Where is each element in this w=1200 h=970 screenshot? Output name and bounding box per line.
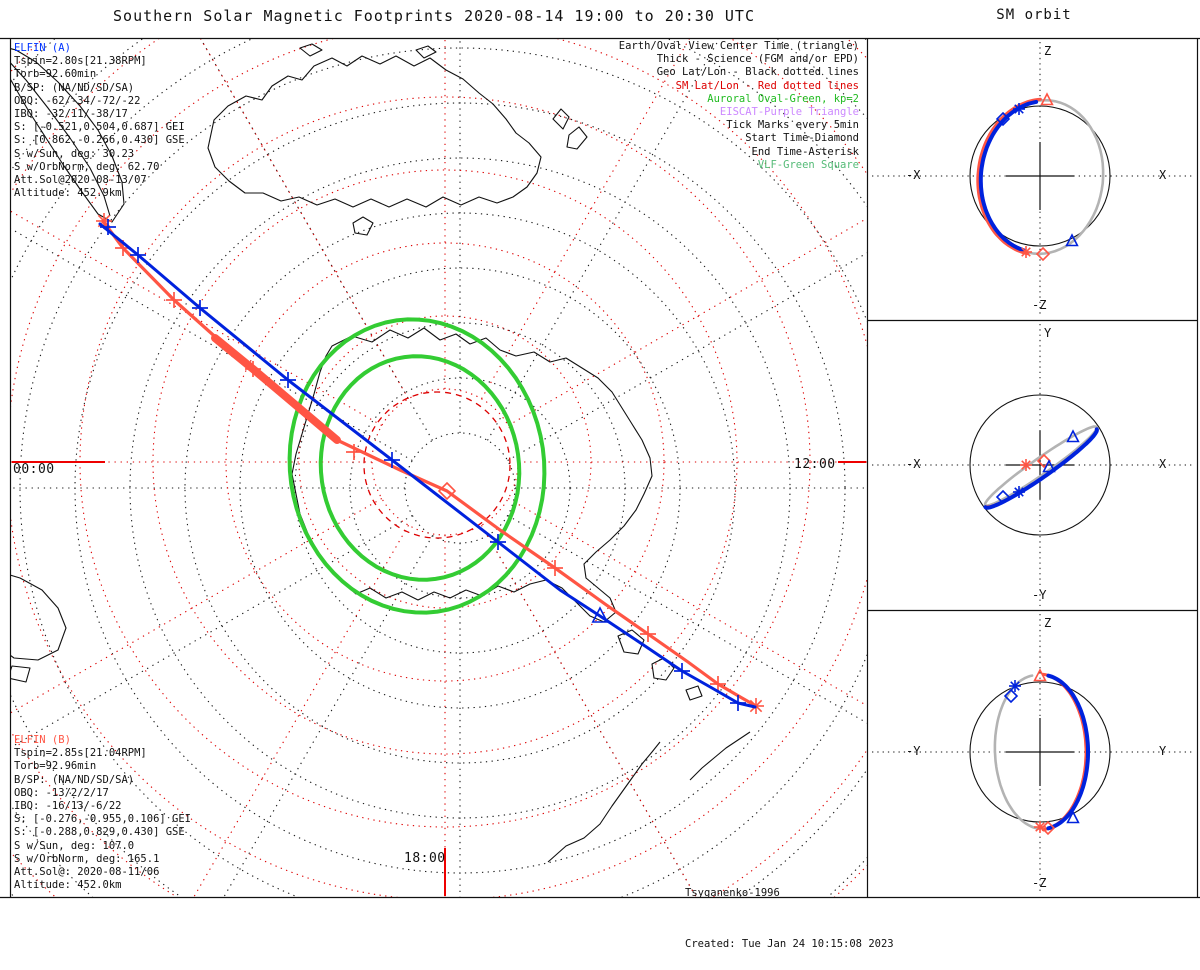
sm-time-label-1200: 12:00 [794, 457, 836, 472]
axis-label-bottom-1: -Y [1032, 588, 1047, 602]
elfin-a-info-line: ELFIN (A) [14, 42, 71, 54]
elfin-b-info-block: ELFIN (B) Tspin=2.85s[21.04RPM] Torb=92.96… [14, 734, 191, 892]
coastlines [11, 43, 751, 863]
elfin-b-info-line: S w/OrbNorm, deg: 165.1 [14, 852, 160, 865]
elfin-a-info-line: Altitude: 452.9km [14, 187, 122, 200]
axis-label-bottom-2: -Z [1032, 876, 1047, 890]
axis-label-top-0: Z [1044, 44, 1052, 58]
legend-line: Earth/Oval View Center Time (triangle) [618, 40, 859, 52]
screenshot-root: { "title": "Southern Solar Magnetic Foot… [0, 7, 1200, 950]
legend-line: Tick Marks every 5min [726, 119, 859, 132]
elfin-b-info-line: S: [-0.288,0.829,0.430] GSE [14, 826, 185, 839]
orbit-panel-x-z [872, 42, 1193, 316]
elfin-a-info-line: Tspin=2.80s[21.38RPM] [14, 55, 147, 68]
elfin-a-info-line: S w/OrbNorm, deg: 62.70 [14, 160, 160, 173]
credits-block: Tsyganenko-1996 Created: Tue Jan 24 10:1… [685, 851, 894, 970]
legend-block: Earth/Oval View Center Time (triangle) Th… [619, 40, 859, 172]
orbit-panel-y-z [872, 614, 1193, 894]
axis-label-left-1: -X [906, 457, 921, 471]
axis-label-right-1: X [1159, 457, 1167, 471]
sm-time-label-0000: 00:00 [13, 462, 55, 477]
elfin-b-info-line: S w/Sun, deg: 107.0 [14, 839, 135, 852]
elfin-a-info-line: Att.Sol@2020-08-13/07 [14, 174, 147, 187]
axis-label-bottom-0: -Z [1032, 298, 1047, 312]
elfin-b-info-line: OBQ: -13/2/2/17 [14, 786, 109, 799]
elfin-a-info-line: IBQ: -32/11/-38/17 [14, 108, 128, 121]
orbit-panel-x-y [872, 324, 1193, 606]
elfin-b-footprint [96, 213, 764, 714]
page-title: Southern Solar Magnetic Footprints 2020-… [113, 7, 755, 25]
legend-line: SM Lat/Lon - Red dotted lines [675, 79, 859, 92]
frame-lines [0, 37, 1200, 899]
elfin-b-info-line: S: [-0.276,-0.955,0.106] GEI [14, 813, 192, 826]
elfin-b-info-line: Tspin=2.85s[21.04RPM] [14, 747, 147, 760]
created-timestamp: Created: Tue Jan 24 10:15:08 2023 [685, 938, 894, 950]
model-name: Tsyganenko-1996 [685, 887, 780, 899]
elfin-a-info-line: Torb=92.60min [14, 68, 97, 81]
elfin-a-info-line: S: [-0.521,0.504,0.687] GEI [14, 121, 185, 134]
axis-label-left-2: -Y [906, 744, 921, 758]
legend-line: Geo Lat/Lon - Black dotted lines [656, 66, 859, 79]
elfin-a-info-line: B/SP: (NA/ND/SD/SA) [14, 81, 135, 94]
axis-label-top-1: Y [1044, 326, 1052, 340]
map-layer [11, 39, 867, 897]
elfin-b-info-line: B/SP: (NA/ND/SD/SA) [14, 773, 135, 786]
legend-line: Start Time-Diamond [745, 132, 859, 145]
plot-svg [0, 37, 1200, 899]
elfin-b-info-line: ELFIN (B) [14, 734, 71, 746]
elfin-a-info-line: OBQ: -62/-34/-72/-22 [14, 94, 141, 107]
elfin-b-info-line: IBQ: -16/13/-6/22 [14, 800, 122, 813]
legend-line: Thick - Science (FGM and/or EPD) [656, 53, 859, 66]
legend-line: End Time-Asterisk [751, 145, 859, 158]
elfin-a-info-line: S: [0.862,-0.266,0.430] GSE [14, 134, 185, 147]
axis-label-right-2: Y [1159, 744, 1167, 758]
auroral-oval [287, 317, 547, 615]
elfin-b-info-line: Torb=92.96min [14, 760, 97, 773]
geo-grid [11, 39, 867, 897]
elfin-a-info-line: S w/Sun, deg: 30.23 [14, 147, 135, 160]
sm-time-label-1800: 18:00 [404, 851, 446, 866]
elfin-b-info-line: Altitude: 452.0km [14, 879, 122, 892]
legend-line: EISCAT-Purple Triangle [719, 106, 859, 119]
sm-reference-circle [363, 391, 511, 539]
axis-label-right-0: X [1159, 168, 1167, 182]
axis-label-left-0: -X [906, 168, 921, 182]
elfin-a-info-block: ELFIN (A) Tspin=2.80s[21.38RPM] Torb=92.60… [14, 42, 185, 200]
elfin-a-footprint [98, 219, 757, 711]
legend-line: Auroral Oval-Green, kp=2 [707, 92, 859, 105]
legend-line: VLF-Green Square [757, 158, 859, 171]
elfin-b-info-line: Att.Sol@: 2020-08-11/06 [14, 866, 160, 879]
sm-orbit-title: SM orbit [996, 7, 1072, 23]
axis-label-top-2: Z [1044, 616, 1052, 630]
